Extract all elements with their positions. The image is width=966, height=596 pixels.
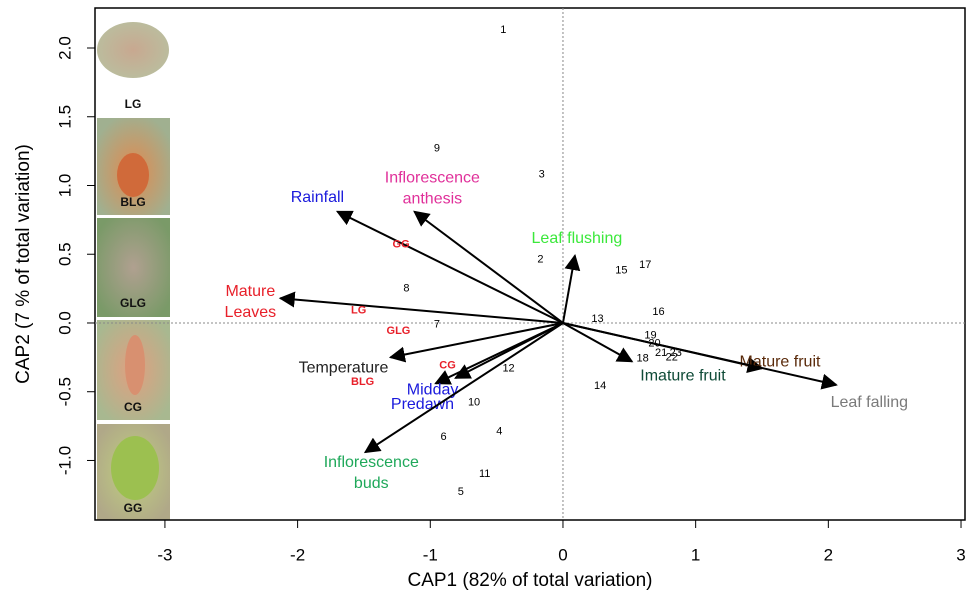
vector-arrow [562, 322, 634, 363]
sample-point: 18 [636, 353, 648, 365]
vector-label: Leaf flushing [532, 230, 623, 247]
image-label: LG [125, 97, 142, 111]
vector-label: Mature fruit [740, 354, 821, 371]
group-centroid: GLG [387, 325, 411, 337]
y-tick-label: 1.5 [55, 105, 74, 129]
vector-label: Mature [225, 283, 275, 300]
vector-label: Midday [407, 382, 459, 399]
x-tick-label: -1 [423, 545, 438, 564]
sample-point: 3 [539, 168, 545, 180]
y-axis-label: CAP2 (7 % of total variation) [13, 144, 34, 384]
vector-label: anthesis [403, 190, 463, 207]
vector-arrow [561, 254, 581, 324]
vector-label: Imature fruit [640, 368, 726, 385]
vector-label: Predawn [391, 396, 454, 413]
y-tick-label: 1.0 [55, 174, 74, 198]
sample-point: 5 [458, 486, 464, 498]
x-tick-label: -3 [157, 545, 172, 564]
vector-arrow [454, 322, 564, 379]
photo [97, 22, 169, 78]
x-tick-label: 0 [558, 545, 567, 564]
x-tick-label: 2 [824, 545, 833, 564]
sample-point: 7 [434, 318, 440, 330]
vector-label: Inflorescence [385, 169, 480, 186]
vector-label: Leaf falling [831, 394, 908, 411]
sample-point: 10 [468, 397, 480, 409]
sample-point: 17 [639, 259, 651, 271]
image-label: BLG [120, 195, 145, 209]
vector-label: buds [354, 475, 389, 492]
y-tick-label: -0.5 [55, 377, 74, 406]
vector-label: Inflorescence [324, 454, 419, 471]
sample-point: 2 [537, 254, 543, 266]
vector-arrow [278, 291, 564, 324]
plot-frame [94, 7, 966, 521]
sample-point: 14 [594, 380, 606, 392]
y-tick-label: -1.0 [55, 446, 74, 475]
sample-point: 21 [655, 347, 667, 359]
image-label: GLG [120, 296, 146, 310]
sample-point: 15 [615, 265, 627, 277]
vector-arrow [335, 210, 564, 324]
y-tick-label: 0.5 [55, 242, 74, 266]
group-centroid: GG [393, 239, 410, 251]
sample-point: 6 [440, 431, 446, 443]
vector-label: Temperature [299, 360, 389, 377]
sample-point: 4 [496, 426, 502, 438]
sample-point: 22 [666, 351, 678, 363]
photo-panel [97, 10, 170, 520]
photo-detail [125, 335, 145, 395]
group-centroid: LG [351, 305, 366, 317]
vector-label: Rainfall [291, 189, 344, 206]
photo-detail [117, 153, 149, 197]
x-tick-label: 1 [691, 545, 700, 564]
sample-point: 9 [434, 142, 440, 154]
x-tick-label: 3 [956, 545, 965, 564]
vector-arrow [363, 322, 564, 454]
sample-point: 19 [644, 329, 656, 341]
y-tick-label: 2.0 [55, 36, 74, 60]
sample-point: 11 [479, 468, 490, 480]
vector-label: Leaves [225, 304, 277, 321]
photo-detail [111, 436, 159, 500]
image-label: CG [124, 400, 142, 414]
group-centroid: CG [439, 360, 456, 372]
sample-point: 12 [502, 362, 514, 374]
sample-point: 23 [670, 347, 682, 359]
sample-point: 20 [648, 338, 660, 350]
vector-arrow [413, 210, 564, 324]
sample-point: 1 [500, 24, 506, 36]
group-centroid: BLG [351, 376, 374, 388]
x-tick-label: -2 [290, 545, 305, 564]
x-axis-label: CAP1 (82% of total variation) [407, 570, 652, 591]
vector-arrow [388, 322, 564, 363]
vector-arrow [562, 322, 838, 390]
sample-point: 8 [403, 283, 409, 295]
image-label: GG [124, 501, 143, 515]
sample-point: 16 [652, 306, 664, 318]
photo [97, 218, 170, 317]
sample-point: 13 [591, 313, 603, 325]
y-tick-label: 0.0 [55, 311, 74, 335]
